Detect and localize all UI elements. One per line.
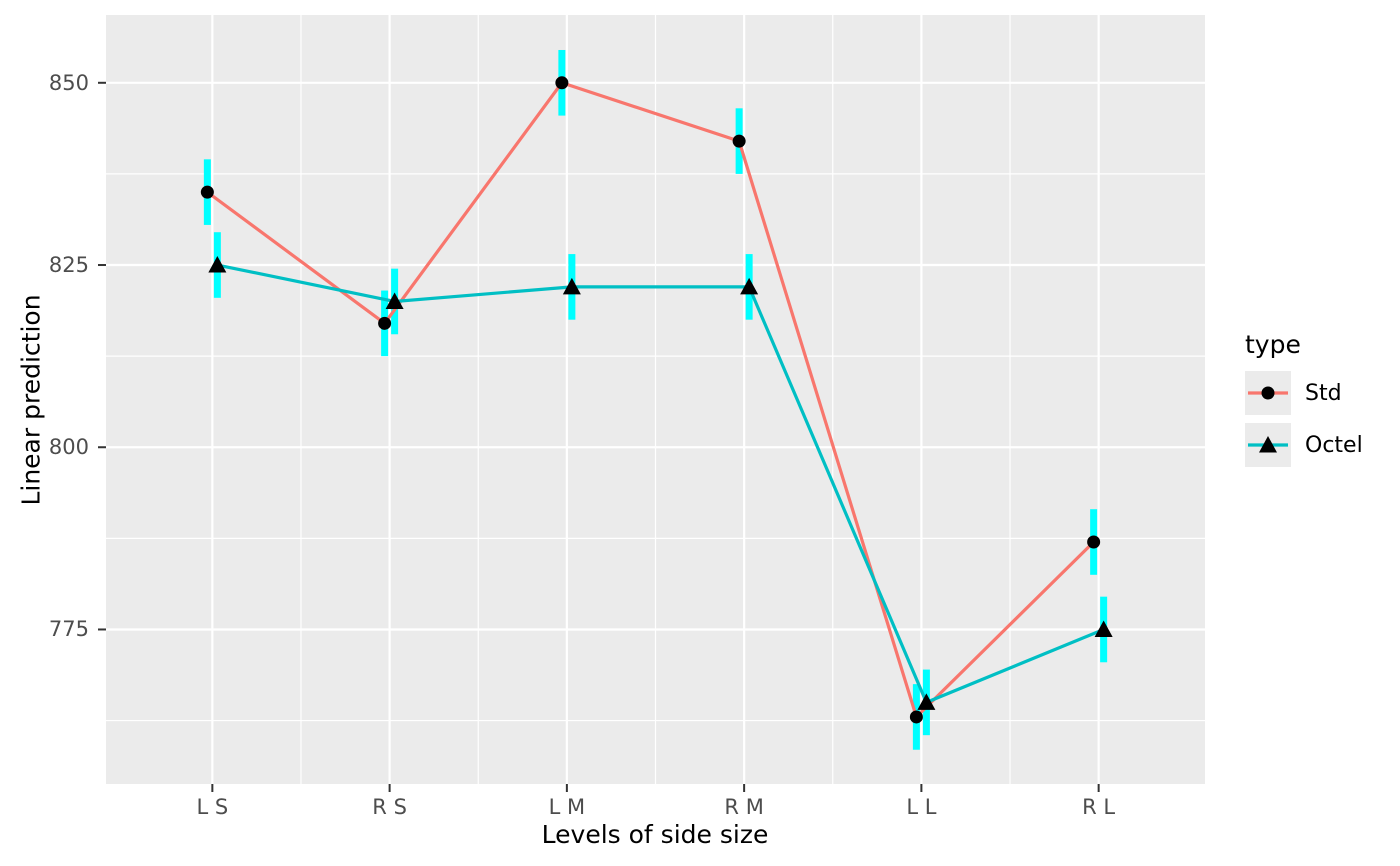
legend-item-std: Std xyxy=(1245,371,1363,415)
legend-item-octel: Octel xyxy=(1245,423,1363,467)
legend-marker-circle-icon xyxy=(1261,386,1275,400)
y-axis-title: Linear prediction xyxy=(16,294,46,506)
legend-key-std xyxy=(1245,371,1291,415)
y-axis-tick-label: 825 xyxy=(48,253,89,278)
x-axis-tick-label: L M xyxy=(548,795,586,819)
legend: type Std Octel xyxy=(1245,330,1363,475)
x-axis-tick-label: R S xyxy=(372,795,407,819)
y-axis-tick-label: 800 xyxy=(48,435,89,460)
x-axis-tick-label: R L xyxy=(1082,795,1116,819)
x-axis-tick-label: L S xyxy=(196,795,229,819)
y-axis-tick-label: 850 xyxy=(48,70,89,95)
y-axis-tick-label: 775 xyxy=(48,617,89,642)
x-axis-tick-label: R M xyxy=(724,795,764,819)
legend-label-octel: Octel xyxy=(1305,432,1363,458)
plot-panel xyxy=(106,15,1205,784)
legend-key-octel xyxy=(1245,423,1291,467)
legend-marker-triangle-icon xyxy=(1259,436,1277,453)
legend-label-std: Std xyxy=(1305,380,1342,406)
legend-title: type xyxy=(1245,330,1301,359)
x-axis-title: Levels of side size xyxy=(541,820,769,849)
x-axis-tick-label: L L xyxy=(906,795,937,819)
